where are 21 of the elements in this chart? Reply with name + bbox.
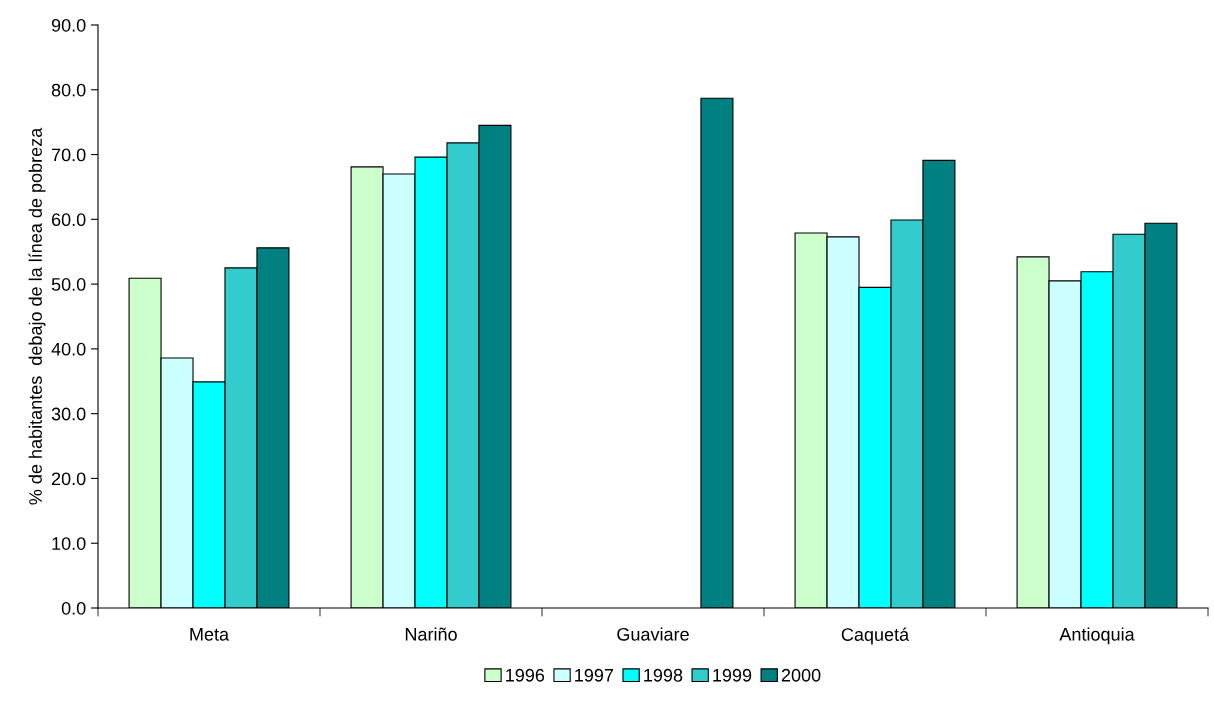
x-tick-label: Meta xyxy=(190,628,230,641)
y-tick-label: 50.0 xyxy=(51,278,86,291)
y-tick-label: 80.0 xyxy=(51,83,86,97)
legend-label: 1997 xyxy=(575,668,614,682)
y-tick-label: 30.0 xyxy=(51,407,86,421)
x-tick-label: Guaviare xyxy=(617,627,689,641)
y-tick-label: 70.0 xyxy=(51,148,86,162)
x-tick-label: Caquetá xyxy=(841,627,910,645)
x-tick-label: Nariño xyxy=(405,627,457,641)
y-axis-title: % de habitantes debajo de la línea de pobreza xyxy=(28,127,46,505)
legend-label: 1996 xyxy=(506,668,545,682)
y-tick-label: 20.0 xyxy=(51,472,86,486)
y-tick-label: 90.0 xyxy=(51,18,86,32)
y-tick-label: 0.0 xyxy=(61,601,86,615)
legend-label: 1998 xyxy=(644,668,683,682)
legend-label: 2000 xyxy=(781,668,821,682)
legend-label: 1999 xyxy=(713,668,752,682)
y-tick-label: 40.0 xyxy=(51,342,86,356)
y-tick-label: 10.0 xyxy=(52,537,86,550)
x-tick-label: Antioquia xyxy=(1059,627,1135,645)
y-tick-label: 60.0 xyxy=(51,213,86,227)
